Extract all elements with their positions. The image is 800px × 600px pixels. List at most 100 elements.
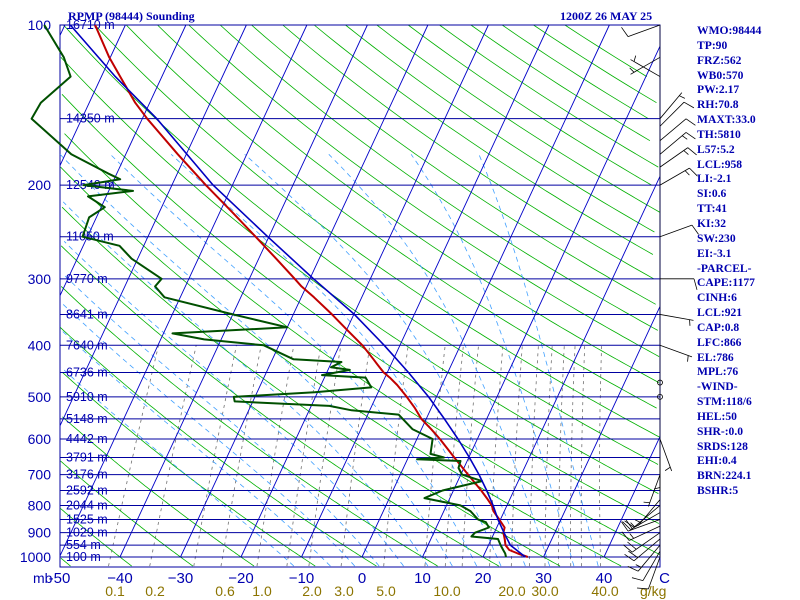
wind-barb-staff: [647, 556, 661, 590]
param-item: MAXT:33.0: [697, 113, 756, 127]
temperature-tick-label: 40: [596, 570, 613, 587]
plot-border: [59, 24, 661, 568]
dry-adiabats: [59, 24, 661, 567]
dewpoint-profile: [30, 24, 507, 558]
wind-barb-staff: [631, 532, 661, 553]
wind-barb: [621, 525, 661, 541]
wind-barb-staff: [647, 474, 661, 507]
wind-barb-staff: [637, 499, 661, 526]
param-item: RH:70.8: [697, 98, 739, 112]
moist-adiabat: [110, 154, 478, 567]
wind-barb-flag: [627, 566, 639, 572]
temperature-tick-label: 20: [475, 570, 492, 587]
height-label: 9770 m: [66, 272, 108, 286]
plot-frame: [59, 24, 661, 568]
wind-barb-flag: [687, 147, 697, 156]
param-item: SRDS:128: [697, 439, 748, 453]
param-item: LI:-2.1: [697, 172, 732, 186]
height-label: 16710 m: [66, 18, 115, 32]
param-item: CAP:0.8: [697, 320, 740, 334]
mixing-ratio-line: [149, 345, 197, 567]
mixing-ratio-line: [286, 345, 322, 567]
dry-adiabat: [376, 24, 661, 213]
height-label: 5148 m: [66, 412, 108, 426]
dry-adiabat: [61, 206, 561, 567]
wind-barb: [622, 512, 661, 530]
moist-adiabat: [244, 154, 526, 567]
wind-barb-half: [634, 519, 641, 523]
height-label: 3176 m: [66, 468, 108, 482]
wind-barb: [621, 24, 661, 38]
param-item: EHI:0.4: [697, 454, 737, 468]
mixing-ratio-line: [108, 345, 159, 567]
sounding-profiles: [30, 24, 529, 558]
wind-barb: [659, 314, 694, 326]
wind-barb-staff: [630, 59, 661, 77]
param-item: SW:230: [697, 231, 736, 245]
param-item: EI:-3.1: [697, 246, 732, 260]
isotherm: [482, 176, 661, 558]
dry-adiabat: [60, 557, 71, 567]
wind-barb-half: [643, 501, 650, 504]
wind-barb-flag: [636, 587, 649, 590]
wind-barb-staff: [659, 224, 693, 238]
wind-barb: [631, 550, 661, 581]
param-item: CAPE:1177: [697, 276, 755, 290]
isotherm: [59, 24, 66, 36]
mixing-ratio-line: [220, 345, 262, 567]
wind-barb: [659, 118, 696, 142]
wind-barb-flag: [622, 521, 631, 530]
param-item: MPL:76: [697, 365, 739, 379]
mixing-ratio-line: [308, 345, 342, 567]
dry-adiabat: [157, 24, 659, 383]
moist-adiabat: [59, 154, 453, 567]
param-item: BSHR:5: [697, 484, 739, 498]
wind-barb-half: [684, 170, 690, 176]
mixing-ratio-line: [424, 345, 446, 567]
wind-barb: [659, 132, 696, 155]
moist-adiabat: [328, 154, 550, 567]
height-label: 6736 m: [66, 366, 108, 380]
dry-adiabat: [62, 416, 255, 567]
mixing-ratio-label: 20.0: [498, 583, 525, 599]
isotherm: [59, 24, 308, 557]
param-item: BRN:224.1: [697, 469, 752, 483]
dry-adiabat: [219, 24, 658, 331]
height-label: 3791 m: [66, 450, 108, 464]
isotherm: [301, 24, 550, 558]
wind-barb: [643, 474, 661, 507]
dry-adiabat: [60, 166, 622, 567]
wind-barb-staff: [659, 314, 694, 321]
wind-barb-staff: [629, 525, 661, 541]
mixing-ratio-line: [570, 345, 576, 567]
wind-barb: [634, 499, 661, 526]
wind-barb-staff: [633, 505, 661, 528]
wind-barb-half: [630, 522, 636, 528]
wind-barb-staff: [637, 544, 661, 572]
isotherm: [180, 24, 429, 558]
height-label: 11050 m: [66, 230, 114, 244]
wind-barb: [659, 344, 693, 362]
wind-barb: [623, 532, 661, 553]
param-item: CINH:6: [697, 291, 737, 305]
param-item: TT:41: [697, 202, 728, 216]
moist-adiabat: [170, 154, 502, 567]
wind-barb-half: [664, 466, 671, 471]
wind-barb-half: [683, 150, 689, 155]
wind-barb: [653, 457, 661, 492]
dry-adiabat: [125, 24, 657, 409]
wind-barb-staff: [659, 101, 685, 127]
temperature-tick-label: −30: [168, 570, 193, 587]
dry-adiabat: [188, 24, 660, 357]
wind-barb-half: [687, 355, 689, 362]
wind-barb: [659, 92, 686, 119]
height-label: 1525 m: [66, 512, 108, 526]
mixing-ratio-line: [461, 345, 479, 567]
dry-adiabat: [60, 57, 659, 494]
dry-adiabat: [564, 24, 648, 77]
wind-calm: [657, 379, 663, 386]
temperature-tick-label: 30: [535, 570, 552, 587]
mixing-ratio-label: 40.0: [591, 583, 618, 599]
wind-barb-half: [679, 95, 686, 99]
